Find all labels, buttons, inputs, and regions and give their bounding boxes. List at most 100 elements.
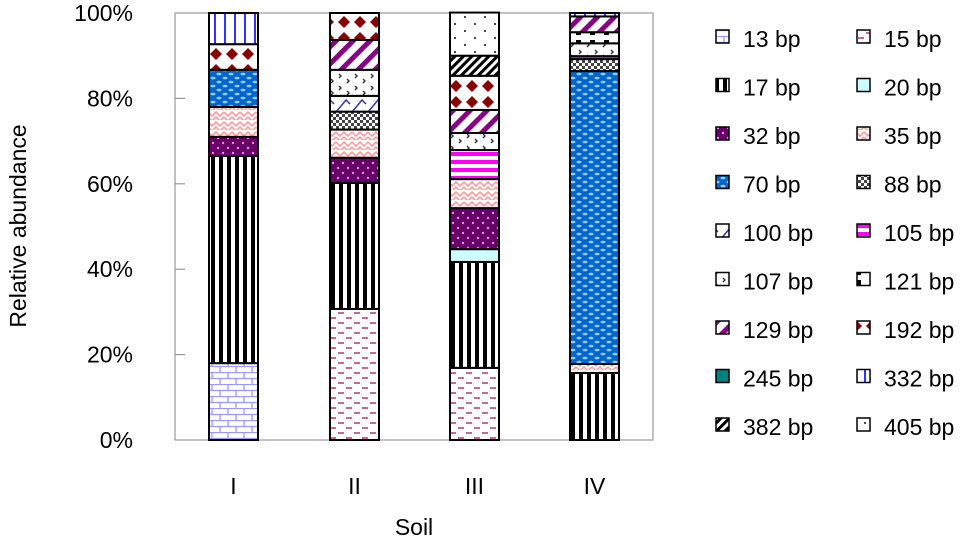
bar-soil-IV (569, 12, 620, 441)
bar-segment-121bp (569, 31, 620, 45)
legend-swatch (856, 126, 871, 141)
bar-segment-192bp (329, 12, 380, 41)
legend-label: 15 bp (884, 26, 942, 52)
bar-segment-35bp (569, 362, 620, 374)
y-axis: 0% 20% 40% 60% 80% 100% (74, 0, 185, 453)
legend: 13 bp 15 bp 17 bp 20 bp 32 bp 35 bp 70 bp 88 bp… (715, 26, 954, 440)
legend-swatch (715, 174, 730, 190)
bar-segment-17bp (449, 260, 500, 369)
legend-item: 192 bp (856, 317, 954, 343)
legend-swatch (715, 320, 730, 335)
bar-segment-70bp (569, 70, 620, 365)
legend-item: 100 bp (715, 220, 813, 246)
legend-item: 332 bp (856, 366, 954, 392)
legend-label: 192 bp (884, 317, 954, 343)
legend-swatch (715, 368, 730, 384)
legend-item: 15 bp (856, 26, 942, 52)
bar-segment-192bp (449, 74, 500, 111)
legend-label: 245 bp (743, 366, 813, 392)
legend-label: 405 bp (884, 414, 954, 440)
y-tick-label: 40% (87, 256, 133, 282)
x-tick-label: II (348, 473, 361, 499)
legend-swatch (856, 417, 871, 432)
y-axis-title: Relative abundance (5, 124, 31, 327)
x-tick-label: IV (584, 473, 606, 499)
legend-label: 88 bp (884, 172, 942, 198)
legend-label: 13 bp (743, 26, 801, 52)
legend-label: 332 bp (884, 366, 954, 392)
legend-label: 121 bp (884, 269, 954, 295)
legend-swatch (715, 77, 730, 93)
legend-swatch (856, 320, 871, 335)
legend-item: 129 bp (715, 317, 813, 343)
legend-item: 32 bp (715, 123, 801, 149)
plot-area (174, 12, 654, 441)
bar-segment-382bp (449, 54, 500, 77)
legend-label: 107 bp (743, 269, 813, 295)
bar-segment-70bp (208, 68, 259, 108)
legend-label: 382 bp (743, 414, 813, 440)
legend-swatch (856, 368, 871, 384)
bar-soil-III (449, 11, 500, 442)
bar-soil-I (208, 12, 259, 442)
legend-swatch (856, 174, 871, 190)
x-tick-label: I (230, 473, 236, 499)
bar-segment-32bp (329, 156, 380, 184)
legend-swatch (715, 29, 730, 44)
bar-segment-100bp (329, 94, 380, 113)
legend-swatch (715, 271, 730, 287)
y-tick-label: 0% (100, 427, 133, 453)
legend-item: 382 bp (715, 414, 813, 440)
legend-item: 405 bp (856, 414, 954, 440)
legend-label: 70 bp (743, 172, 801, 198)
legend-item: 17 bp (715, 75, 801, 101)
x-axis-title: Soil (395, 514, 433, 540)
legend-label: 17 bp (743, 75, 801, 101)
legend-label: 100 bp (743, 220, 813, 246)
legend-swatch (715, 417, 730, 432)
bar-segment-17bp (208, 155, 259, 365)
legend-item: 70 bp (715, 172, 801, 198)
legend-label: 35 bp (884, 123, 942, 149)
x-axis: I II III IV (230, 473, 606, 499)
legend-item: 245 bp (715, 366, 813, 392)
legend-item: 121 bp (856, 269, 954, 295)
legend-swatch (856, 223, 871, 238)
x-tick-label: III (465, 473, 484, 499)
y-tick-label: 60% (87, 171, 133, 197)
legend-item: 107 bp (715, 269, 813, 295)
bar-segment-107bp (569, 42, 620, 58)
bar-segment-32bp (449, 207, 500, 251)
bar-segment-107bp (329, 68, 380, 97)
bar-segment-332bp (208, 12, 259, 46)
bar-segment-107bp (449, 131, 500, 152)
bar-segment-35bp (329, 128, 380, 159)
bar-soil-II (329, 12, 380, 442)
bar-segment-129bp (449, 108, 500, 134)
bar-segment-105bp (449, 149, 500, 181)
bar-segment-88bp (329, 110, 380, 131)
legend-label: 32 bp (743, 123, 801, 149)
bar-segment-17bp (329, 181, 380, 310)
y-tick-label: 20% (87, 342, 133, 368)
legend-item: 13 bp (715, 26, 801, 52)
y-tick-label: 80% (87, 85, 133, 111)
bar-segment-332bp (569, 12, 620, 18)
bar-segment-405bp (449, 11, 500, 57)
bar-segment-20bp (449, 248, 500, 263)
legend-item: 20 bp (856, 75, 942, 101)
bar-segment-15bp (449, 366, 500, 442)
bar-segment-32bp (208, 135, 259, 158)
legend-swatch (715, 126, 730, 141)
y-tick-label: 100% (74, 0, 133, 26)
bar-segment-13bp (208, 362, 259, 442)
bar-segment-17bp (569, 371, 620, 441)
bar-segment-15bp (329, 307, 380, 442)
legend-label: 20 bp (884, 75, 942, 101)
legend-item: 105 bp (856, 220, 954, 246)
legend-swatch (856, 29, 871, 44)
bar-segment-129bp (329, 38, 380, 71)
bars-group (208, 11, 620, 442)
legend-label: 105 bp (884, 220, 954, 246)
bar-segment-88bp (569, 58, 620, 73)
